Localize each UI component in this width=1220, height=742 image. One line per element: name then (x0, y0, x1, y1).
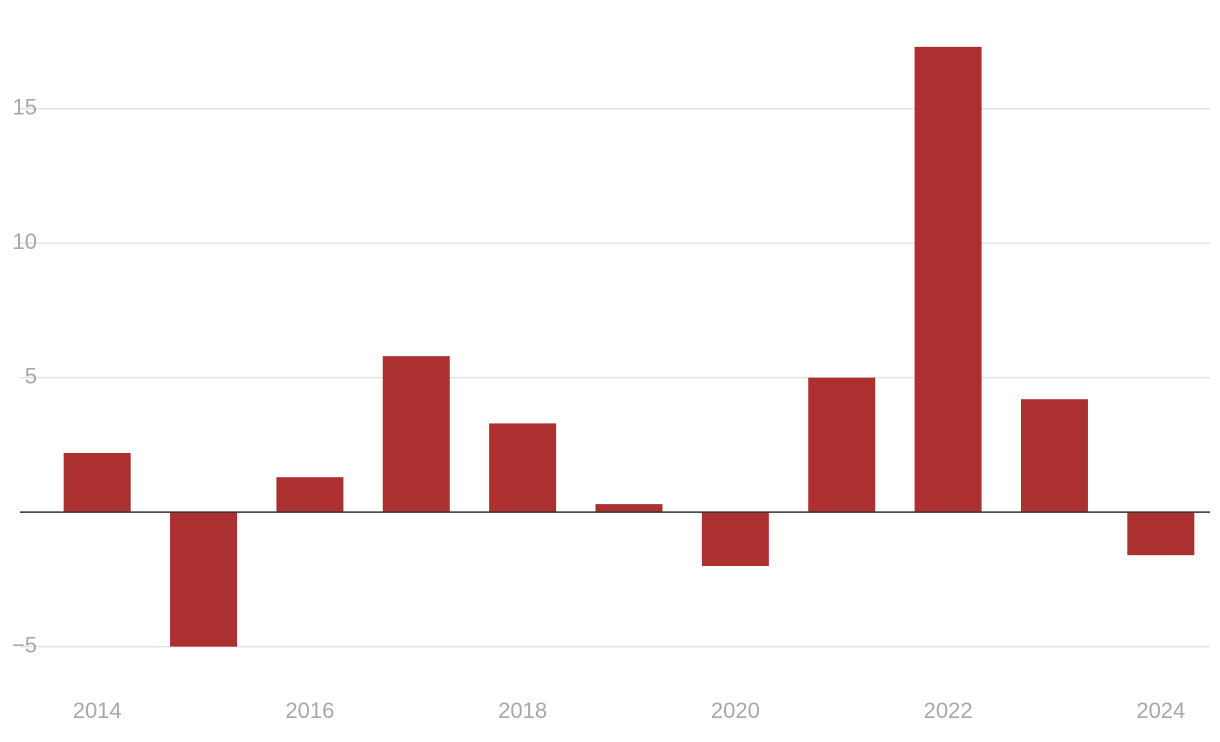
x-tick-label: 2022 (924, 698, 973, 723)
x-tick-label: 2016 (285, 698, 334, 723)
x-tick-label: 2024 (1136, 698, 1185, 723)
y-tick-label: 15 (13, 95, 37, 120)
bar (1127, 512, 1195, 556)
bar (701, 512, 769, 566)
x-tick-label: 2018 (498, 698, 547, 723)
y-tick-label: −5 (12, 632, 37, 657)
bar (382, 356, 450, 513)
bar (1020, 399, 1088, 513)
bar (808, 377, 876, 513)
x-tick-label: 2014 (73, 698, 122, 723)
bar (63, 452, 131, 513)
bar (489, 423, 557, 513)
bar (170, 512, 238, 647)
bar (276, 477, 344, 513)
bar (914, 46, 982, 513)
x-tick-label: 2020 (711, 698, 760, 723)
y-tick-label: 10 (13, 229, 37, 254)
bar (595, 504, 663, 513)
y-tick-label: 5 (25, 363, 37, 388)
